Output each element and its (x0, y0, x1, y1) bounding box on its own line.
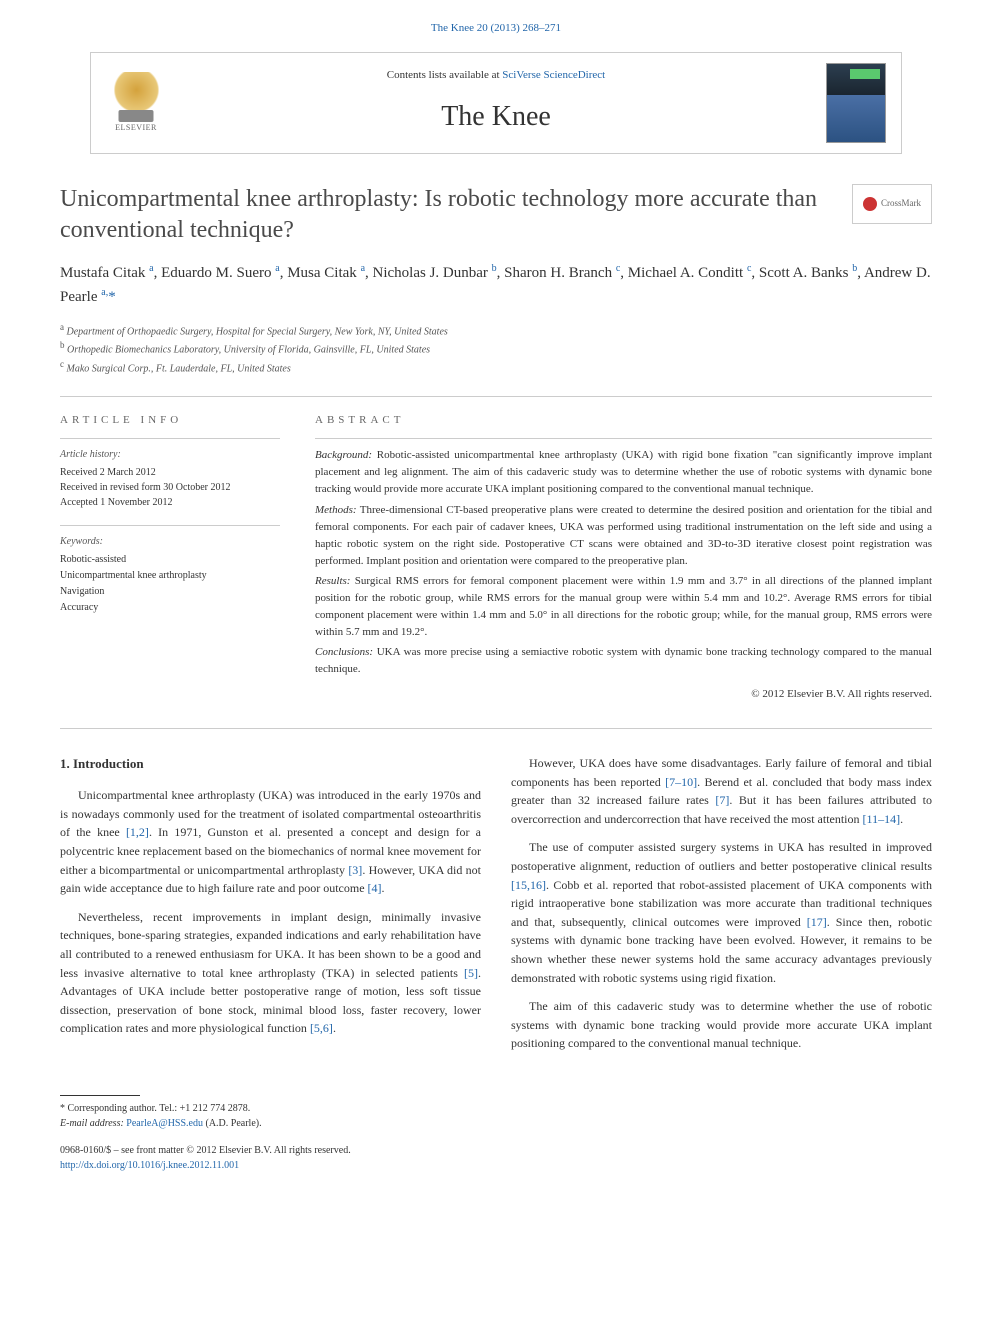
citation-link[interactable]: [5,6] (310, 1021, 333, 1035)
author: Mustafa Citak a (60, 265, 154, 281)
author: Nicholas J. Dunbar b (373, 265, 497, 281)
header-center: Contents lists available at SciVerse Sci… (166, 67, 826, 138)
publisher-name: ELSEVIER (115, 122, 157, 134)
header-box: ELSEVIER Contents lists available at Sci… (90, 52, 902, 154)
citation-link[interactable]: [7] (715, 793, 729, 807)
body-paragraph: However, UKA does have some disadvantage… (511, 754, 932, 828)
email-line: E-mail address: PearleA@HSS.edu (A.D. Pe… (60, 1116, 480, 1131)
body-paragraph: The use of computer assisted surgery sys… (511, 838, 932, 987)
keyword: Navigation (60, 584, 280, 600)
keywords-block: Keywords: Robotic-assisted Unicompartmen… (60, 525, 280, 616)
citation-link[interactable]: [5] (464, 966, 478, 980)
body-paragraph: Unicompartmental knee arthroplasty (UKA)… (60, 786, 481, 898)
keyword: Accuracy (60, 600, 280, 616)
affiliation: a Department of Orthopaedic Surgery, Hos… (60, 321, 932, 339)
abstract-text: Background: Robotic-assisted unicompartm… (315, 438, 932, 703)
crossmark-badge[interactable]: CrossMark (852, 184, 932, 224)
section-heading-introduction: 1. Introduction (60, 754, 481, 774)
publisher-logo[interactable]: ELSEVIER (106, 68, 166, 138)
title-row: Unicompartmental knee arthroplasty: Is r… (60, 184, 932, 246)
article-info-column: ARTICLE INFO Article history: Received 2… (60, 412, 280, 703)
elsevier-tree-icon (114, 72, 159, 117)
journal-name: The Knee (166, 96, 826, 138)
sciencedirect-link[interactable]: SciVerse ScienceDirect (502, 69, 605, 81)
article-main: Unicompartmental knee arthroplasty: Is r… (0, 164, 992, 1194)
affiliations: a Department of Orthopaedic Surgery, Hos… (60, 321, 932, 376)
authors-list: Mustafa Citak a, Eduardo M. Suero a, Mus… (60, 261, 932, 309)
keyword: Robotic-assisted (60, 552, 280, 568)
keywords-label: Keywords: (60, 534, 280, 549)
body-divider (60, 728, 932, 729)
footer-left: * Corresponding author. Tel.: +1 212 774… (60, 1095, 480, 1173)
article-info-heading: ARTICLE INFO (60, 412, 280, 429)
corresponding-author-note: * Corresponding author. Tel.: +1 212 774… (60, 1101, 480, 1116)
author: Michael A. Conditt c (628, 265, 752, 281)
citation-link[interactable]: [1,2] (126, 825, 149, 839)
author: Eduardo M. Suero a (161, 265, 280, 281)
contents-line: Contents lists available at SciVerse Sci… (166, 67, 826, 84)
doi-section: 0968-0160/$ – see front matter © 2012 El… (60, 1143, 480, 1173)
author: Musa Citak a (287, 265, 365, 281)
article-history-block: Article history: Received 2 March 2012 R… (60, 438, 280, 510)
email-link[interactable]: PearleA@HSS.edu (126, 1118, 203, 1129)
keyword: Unicompartmental knee arthroplasty (60, 568, 280, 584)
citation-link[interactable]: [11–14] (863, 812, 901, 826)
corresponding-star-icon: * (108, 289, 116, 305)
info-abstract-row: ARTICLE INFO Article history: Received 2… (60, 412, 932, 703)
citation-link[interactable]: [4] (368, 881, 382, 895)
page-header: The Knee 20 (2013) 268–271 ELSEVIER Cont… (0, 0, 992, 164)
body-columns: 1. Introduction Unicompartmental knee ar… (60, 754, 932, 1055)
doi-link[interactable]: http://dx.doi.org/10.1016/j.knee.2012.11… (60, 1158, 480, 1173)
body-paragraph: The aim of this cadaveric study was to d… (511, 997, 932, 1053)
affiliation: b Orthopedic Biomechanics Laboratory, Un… (60, 339, 932, 357)
history-revised: Received in revised form 30 October 2012 (60, 480, 280, 495)
affiliation: c Mako Surgical Corp., Ft. Lauderdale, F… (60, 358, 932, 376)
journal-reference[interactable]: The Knee 20 (2013) 268–271 (60, 20, 932, 37)
history-label: Article history: (60, 447, 280, 462)
citation-link[interactable]: [3] (348, 863, 362, 877)
history-received: Received 2 March 2012 (60, 465, 280, 480)
history-accepted: Accepted 1 November 2012 (60, 495, 280, 510)
citation-link[interactable]: [17] (807, 915, 827, 929)
front-matter-line: 0968-0160/$ – see front matter © 2012 El… (60, 1143, 480, 1158)
keywords-list: Robotic-assisted Unicompartmental knee a… (60, 552, 280, 616)
citation-link[interactable]: [7–10] (665, 775, 697, 789)
journal-cover-thumbnail[interactable] (826, 63, 886, 143)
author: Sharon H. Branch c (504, 265, 620, 281)
abstract-column: ABSTRACT Background: Robotic-assisted un… (315, 412, 932, 703)
body-paragraph: Nevertheless, recent improvements in imp… (60, 908, 481, 1038)
abstract-heading: ABSTRACT (315, 412, 932, 429)
article-title: Unicompartmental knee arthroplasty: Is r… (60, 184, 852, 246)
citation-link[interactable]: [15,16] (511, 878, 546, 892)
footer-section: * Corresponding author. Tel.: +1 212 774… (60, 1085, 932, 1173)
copyright-line: © 2012 Elsevier B.V. All rights reserved… (315, 686, 932, 703)
divider (60, 396, 932, 397)
footer-divider (60, 1095, 140, 1096)
author: Scott A. Banks b (759, 265, 857, 281)
